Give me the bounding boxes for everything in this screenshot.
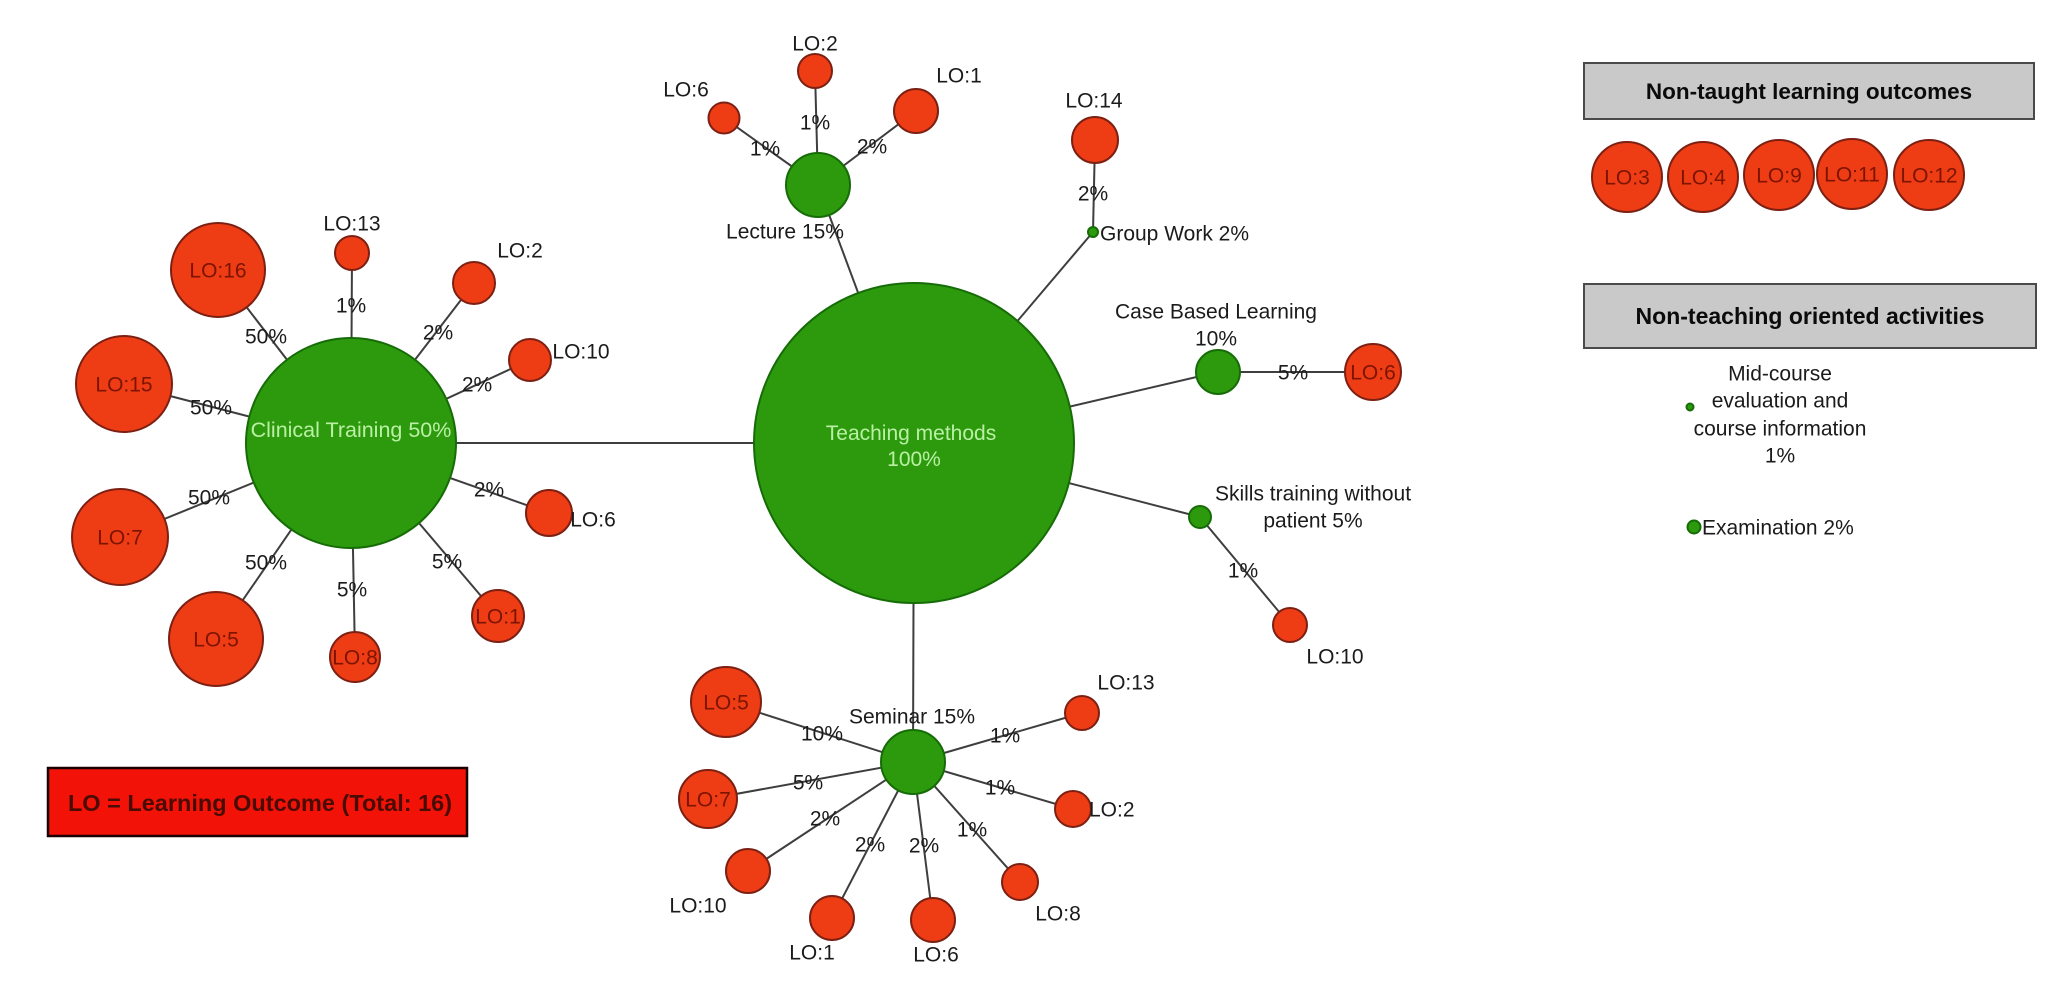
svg-text:LO:5: LO:5 <box>193 629 239 652</box>
svg-text:LO:10: LO:10 <box>669 895 726 918</box>
svg-text:Examination 2%: Examination 2% <box>1702 517 1854 540</box>
svg-text:LO:6: LO:6 <box>663 79 709 102</box>
svg-text:Non-taught learning outcomes: Non-taught learning outcomes <box>1646 79 1972 104</box>
svg-text:LO:2: LO:2 <box>792 33 838 56</box>
svg-text:Clinical Training 50%: Clinical Training 50% <box>251 418 452 442</box>
svg-text:LO:2: LO:2 <box>497 240 543 263</box>
svg-text:patient 5%: patient 5% <box>1263 510 1362 533</box>
svg-text:2%: 2% <box>474 479 504 502</box>
svg-text:LO:10: LO:10 <box>1306 646 1363 669</box>
svg-text:LO:13: LO:13 <box>323 213 380 236</box>
svg-text:10%: 10% <box>801 723 843 746</box>
svg-text:LO:6: LO:6 <box>1350 362 1396 385</box>
svg-text:1%: 1% <box>1228 560 1258 583</box>
svg-text:LO:13: LO:13 <box>1097 672 1154 695</box>
svg-text:LO:11: LO:11 <box>1824 164 1880 187</box>
svg-text:Seminar 15%: Seminar 15% <box>849 706 975 729</box>
svg-text:LO:5: LO:5 <box>703 692 749 715</box>
svg-text:1%: 1% <box>336 295 366 318</box>
svg-text:2%: 2% <box>462 374 492 397</box>
svg-text:LO:3: LO:3 <box>1604 167 1650 190</box>
svg-text:2%: 2% <box>909 835 939 858</box>
svg-text:LO:16: LO:16 <box>189 260 246 283</box>
svg-text:1%: 1% <box>957 819 987 842</box>
svg-text:LO:1: LO:1 <box>789 942 835 965</box>
svg-text:5%: 5% <box>1278 362 1308 385</box>
svg-text:LO:1: LO:1 <box>475 606 521 629</box>
svg-text:50%: 50% <box>190 397 232 420</box>
svg-text:50%: 50% <box>245 552 287 575</box>
svg-text:LO:12: LO:12 <box>1900 165 1957 188</box>
svg-text:1%: 1% <box>1765 445 1795 468</box>
svg-text:evaluation and: evaluation and <box>1712 390 1849 413</box>
svg-text:LO:14: LO:14 <box>1065 90 1123 113</box>
svg-text:50%: 50% <box>188 487 230 510</box>
svg-text:LO:4: LO:4 <box>1680 167 1726 190</box>
svg-text:LO:6: LO:6 <box>913 944 959 967</box>
svg-text:1%: 1% <box>800 112 830 135</box>
svg-text:2%: 2% <box>423 322 453 345</box>
svg-text:5%: 5% <box>432 551 462 574</box>
svg-text:10%: 10% <box>1195 328 1237 351</box>
svg-text:2%: 2% <box>855 834 885 857</box>
svg-text:LO:1: LO:1 <box>936 65 982 88</box>
svg-text:100%: 100% <box>887 448 941 471</box>
svg-text:LO:6: LO:6 <box>570 509 616 532</box>
svg-text:LO = Learning Outcome (Total:: LO = Learning Outcome (Total: 16) <box>68 790 452 816</box>
svg-text:LO:8: LO:8 <box>332 647 378 670</box>
svg-text:LO:10: LO:10 <box>552 341 609 364</box>
svg-text:2%: 2% <box>810 808 840 831</box>
svg-text:1%: 1% <box>985 777 1015 800</box>
svg-text:2%: 2% <box>857 136 887 159</box>
svg-text:1%: 1% <box>750 138 780 161</box>
svg-text:LO:7: LO:7 <box>685 789 731 812</box>
svg-text:Case Based Learning: Case Based Learning <box>1115 301 1317 324</box>
svg-text:Group Work 2%: Group Work 2% <box>1100 223 1249 246</box>
svg-text:LO:9: LO:9 <box>1756 165 1802 188</box>
svg-text:5%: 5% <box>793 772 823 795</box>
svg-text:5%: 5% <box>337 579 367 602</box>
svg-text:50%: 50% <box>245 326 287 349</box>
svg-text:1%: 1% <box>990 725 1020 748</box>
svg-text:2%: 2% <box>1078 183 1108 206</box>
svg-text:Teaching methods: Teaching methods <box>826 422 996 445</box>
svg-text:LO:2: LO:2 <box>1089 799 1135 822</box>
svg-text:Mid-course: Mid-course <box>1728 363 1832 386</box>
svg-text:course information: course information <box>1694 418 1867 441</box>
svg-text:Skills training without: Skills training without <box>1215 483 1411 506</box>
svg-text:LO:8: LO:8 <box>1035 903 1081 926</box>
svg-text:Non-teaching oriented activiti: Non-teaching oriented activities <box>1636 303 1985 329</box>
svg-text:LO:15: LO:15 <box>95 374 152 397</box>
svg-text:LO:7: LO:7 <box>97 527 143 550</box>
svg-text:Lecture 15%: Lecture 15% <box>726 221 844 244</box>
